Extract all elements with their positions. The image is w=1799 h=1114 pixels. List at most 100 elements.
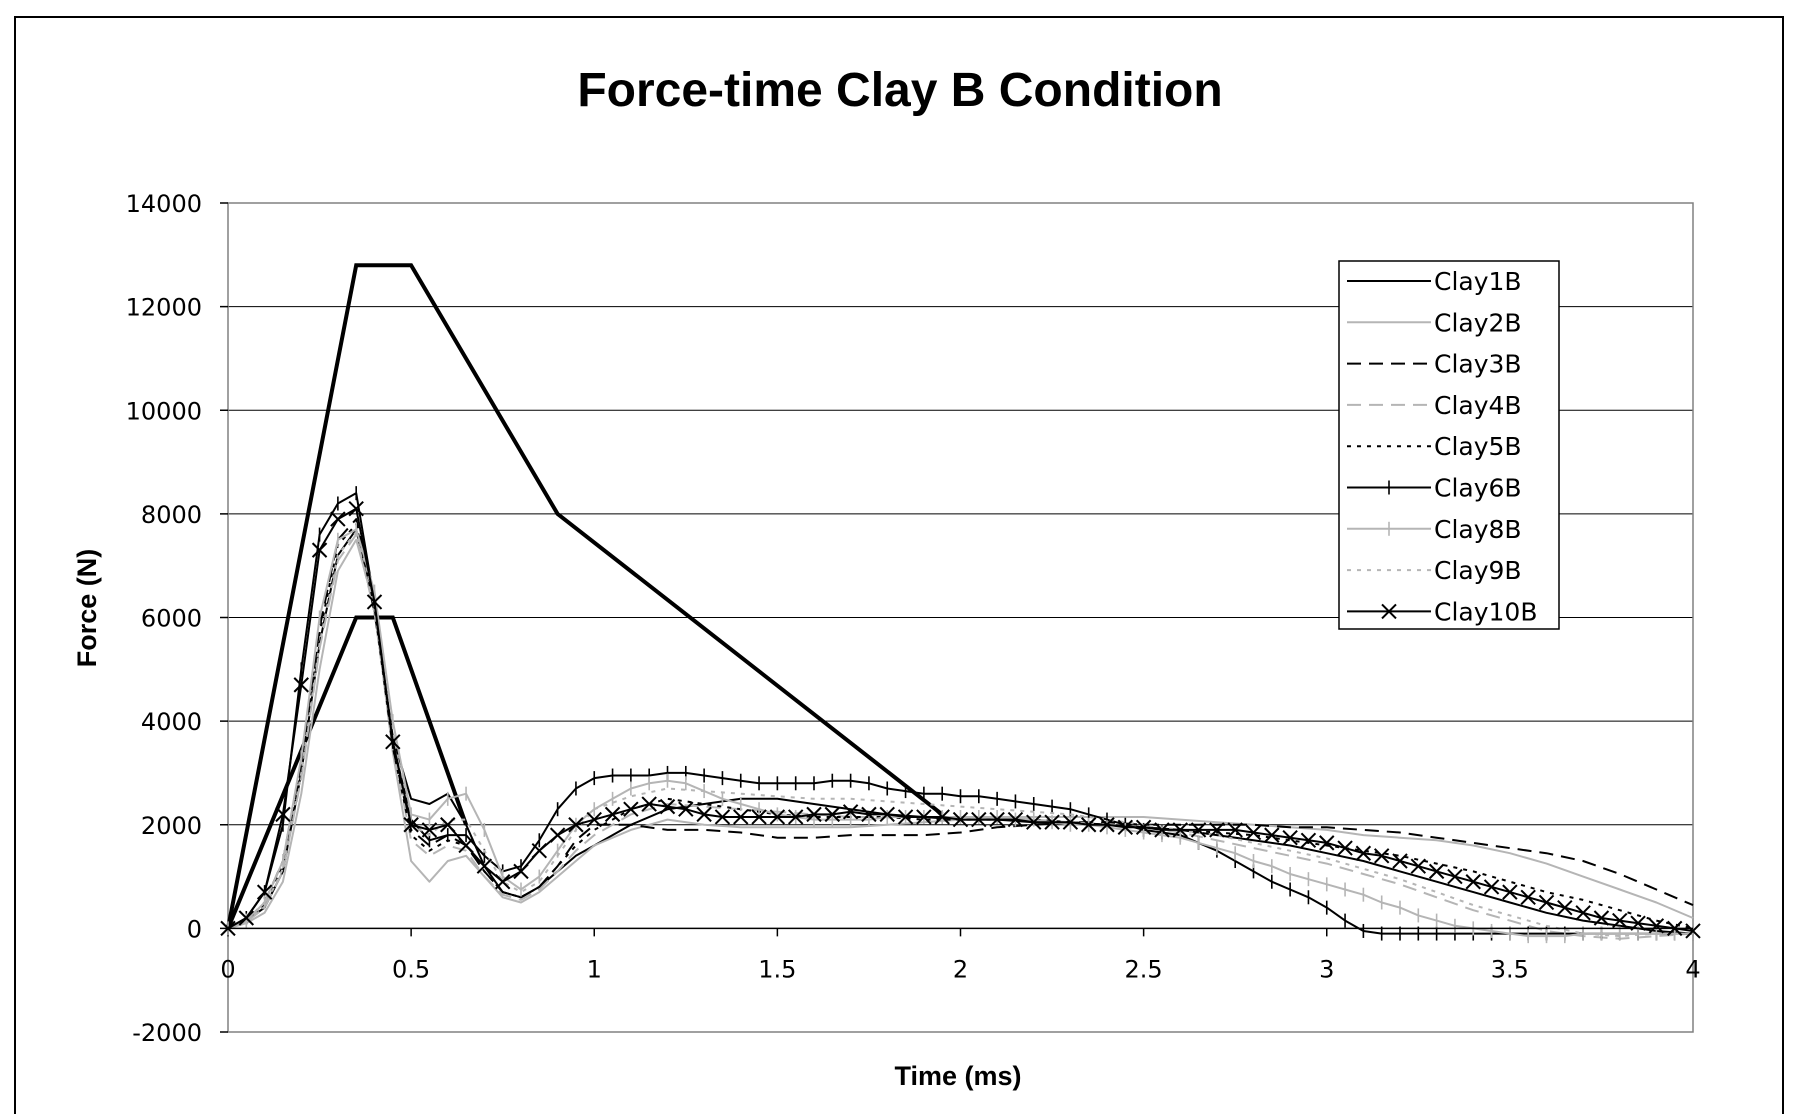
series-marker <box>1685 923 1701 939</box>
series-marker <box>1428 863 1445 880</box>
series-clay9b <box>227 531 1693 938</box>
y-tick-label: 2000 <box>141 812 202 840</box>
series-marker <box>586 811 602 828</box>
series-marker <box>1190 822 1207 838</box>
series-marker <box>568 817 584 833</box>
legend-item: Clay3B <box>1347 350 1522 379</box>
legend-label: Clay10B <box>1434 597 1537 626</box>
series-marker <box>1381 603 1397 620</box>
series-marker <box>678 801 694 817</box>
legend-label: Clay2B <box>1434 308 1522 337</box>
series-marker <box>733 809 749 825</box>
series-marker <box>641 796 657 812</box>
legend-item: Clay4B <box>1347 391 1522 420</box>
y-tick-label: 4000 <box>141 708 202 736</box>
legend-label: Clay5B <box>1434 432 1522 461</box>
series-marker <box>714 809 731 825</box>
legend-label: Clay8B <box>1434 515 1522 544</box>
series-marker <box>1337 840 1353 856</box>
x-axis-ticks: 0 0.5 1 1.5 2 2.5 3 3.5 4 <box>220 928 1701 983</box>
series-marker <box>311 542 328 558</box>
series-marker <box>1593 910 1610 926</box>
x-tick-label: 4 <box>1685 955 1700 983</box>
series-marker <box>366 594 383 610</box>
series-marker <box>1245 824 1262 841</box>
series-marker <box>1319 835 1335 851</box>
series-marker <box>1300 832 1317 849</box>
y-axis-ticks: -2000 0 2000 4000 6000 8000 10000 12000 14000 <box>126 190 228 1047</box>
series-marker <box>1209 822 1225 838</box>
series-marker <box>440 817 456 833</box>
legend-item: Clay1B <box>1347 267 1522 296</box>
annotation-shape-line <box>226 263 944 929</box>
series-marker <box>897 809 914 825</box>
x-tick-label: 3.5 <box>1491 955 1529 983</box>
y-axis-title: Force (N) <box>72 549 102 668</box>
x-tick-label: 2 <box>953 955 968 983</box>
series-marker <box>293 677 309 693</box>
series-marker <box>861 806 877 823</box>
series-marker <box>403 817 419 833</box>
series-marker <box>879 806 895 823</box>
series-marker <box>1392 853 1408 869</box>
series-marker <box>1520 889 1536 905</box>
series-marker <box>458 837 474 854</box>
series-marker <box>842 804 859 820</box>
y-tick-label: 0 <box>187 915 202 943</box>
series-marker <box>971 811 987 828</box>
series-marker <box>256 884 273 900</box>
series-marker <box>1044 814 1060 830</box>
series-marker <box>1557 899 1573 916</box>
x-tick-label: 0.5 <box>392 955 430 983</box>
series-line <box>227 531 1693 938</box>
series-marker <box>623 801 639 817</box>
series-marker <box>531 842 548 859</box>
series-marker <box>1373 848 1390 864</box>
legend-item: Clay5B <box>1347 432 1522 461</box>
chart-title: Force-time Clay B Condition <box>577 64 1222 117</box>
series-lines <box>220 486 1701 944</box>
legend-item: Clay9B <box>1347 556 1522 585</box>
series-marker <box>494 874 511 890</box>
y-tick-label: 10000 <box>126 397 202 425</box>
series-marker <box>824 806 841 823</box>
x-tick-label: 1 <box>587 955 602 983</box>
series-marker <box>1264 827 1280 843</box>
legend-item: Clay10B <box>1347 597 1537 626</box>
series-marker <box>916 809 932 825</box>
legend-item: Clay8B <box>1347 515 1522 544</box>
series-marker <box>1080 817 1097 833</box>
y-tick-label: 12000 <box>126 294 202 322</box>
series-marker <box>513 863 529 880</box>
series-marker <box>549 827 566 843</box>
legend-item: Clay6B <box>1347 474 1522 503</box>
series-marker <box>806 806 822 823</box>
y-tick-label: 14000 <box>126 190 202 218</box>
series-marker <box>1575 905 1591 921</box>
series-marker <box>952 811 969 828</box>
legend-label: Clay4B <box>1434 391 1522 420</box>
y-tick-label: 6000 <box>141 605 202 633</box>
series-marker <box>1172 822 1188 838</box>
y-tick-label: -2000 <box>132 1019 202 1047</box>
series-marker <box>696 806 712 823</box>
series-marker <box>1026 814 1042 830</box>
series-marker <box>275 806 291 823</box>
series-marker <box>1135 819 1152 836</box>
series-marker <box>1099 817 1115 833</box>
series-marker <box>787 809 804 825</box>
series-marker <box>1282 829 1298 846</box>
y-tick-label: 8000 <box>141 501 202 529</box>
series-marker <box>934 809 950 825</box>
series-marker <box>1465 874 1481 890</box>
series-marker <box>659 798 676 815</box>
series-marker <box>476 858 493 874</box>
series-marker <box>1483 879 1500 895</box>
series-marker <box>1227 822 1243 838</box>
series-marker <box>1538 894 1555 911</box>
series-marker <box>1447 868 1463 885</box>
series-marker <box>1410 858 1427 874</box>
series-marker <box>330 511 346 527</box>
series-marker <box>989 811 1005 828</box>
